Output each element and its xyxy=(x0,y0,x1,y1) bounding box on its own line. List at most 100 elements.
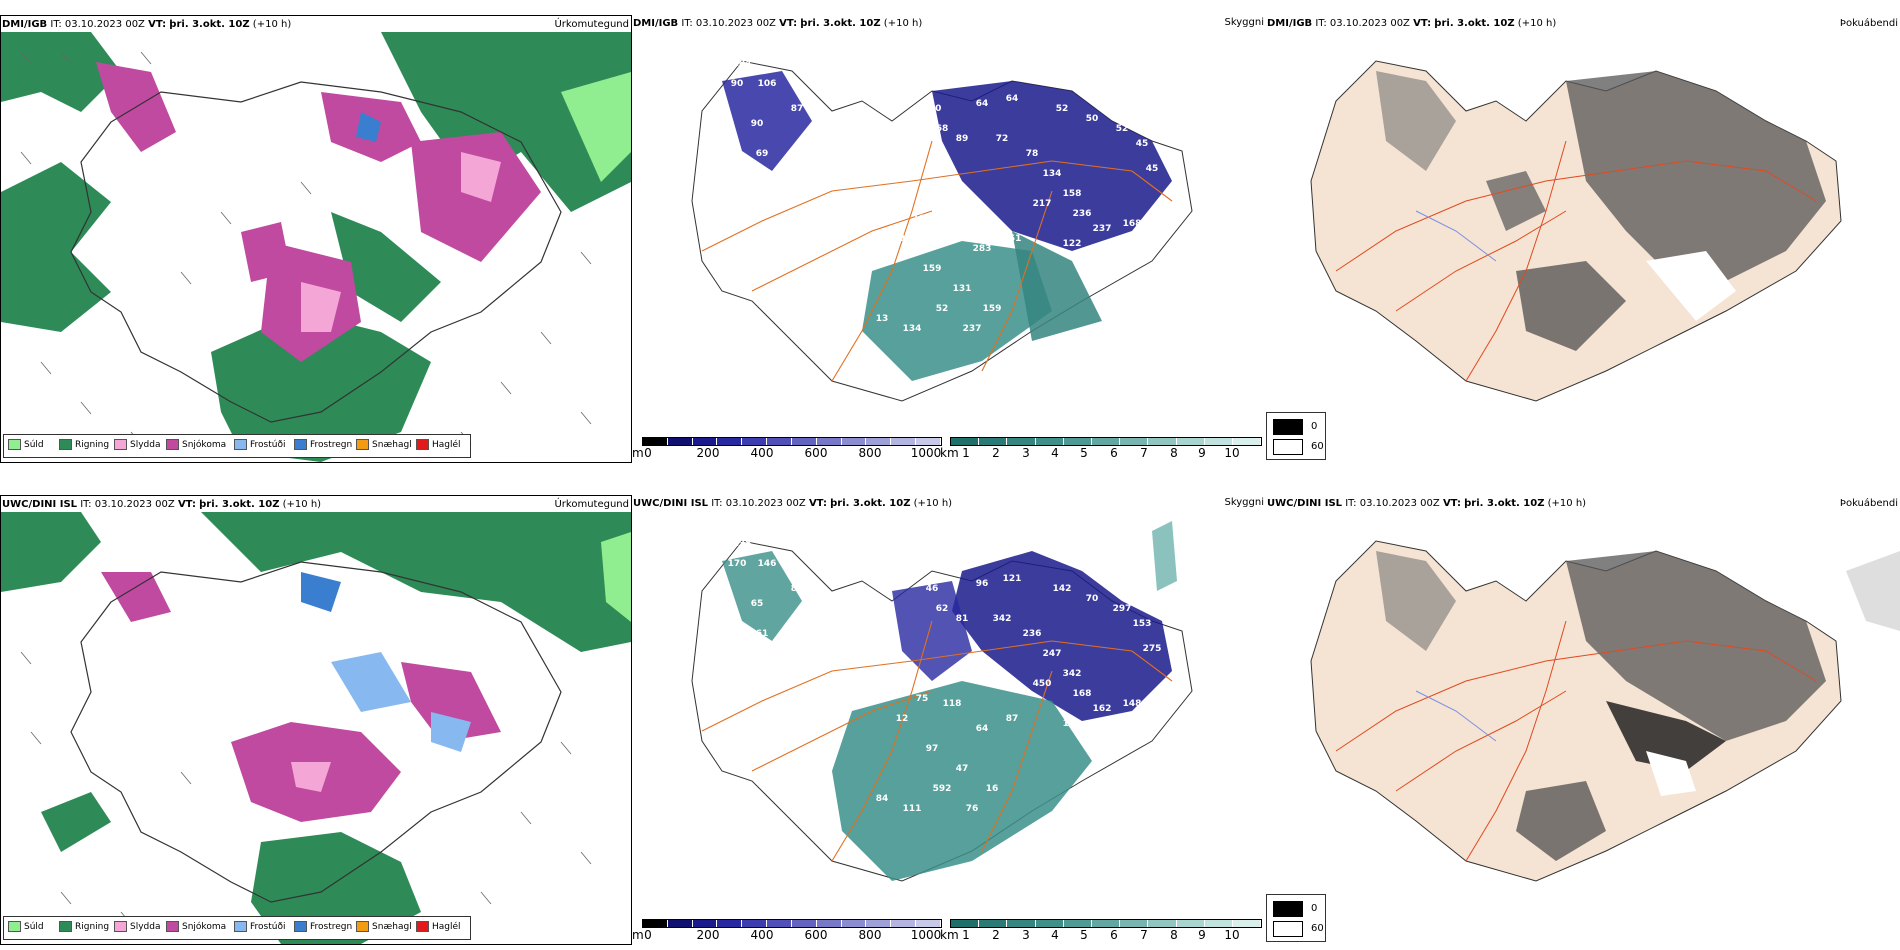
legend-swatch xyxy=(8,439,21,450)
precip-type-panel-1: DMI/IGB IT: 03.10.2023 00Z VT: þri. 3.ok… xyxy=(0,15,632,463)
fog-panel-1: DMI/IGB IT: 03.10.2023 00Z VT: þri. 3.ok… xyxy=(1266,15,1900,463)
visibility-value-label: 247 xyxy=(1043,649,1062,659)
visibility-value-label: 84 xyxy=(876,794,889,804)
visibility-value-label: 81 xyxy=(956,614,969,624)
visibility-value-label: 64 xyxy=(1006,94,1019,104)
visibility-value-label: 41 xyxy=(786,649,799,659)
panel-title: Úrkomutegund xyxy=(554,499,629,510)
visibility-value-label: 121 xyxy=(1003,574,1022,584)
visibility-value-label: 158 xyxy=(1063,189,1082,199)
visibility-value-label: 52 xyxy=(1116,124,1129,134)
visibility-value-label: 64 xyxy=(976,99,989,109)
visibility-value-label: 148 xyxy=(1123,699,1142,709)
vis-colorbar-m: m 0 200 400 600 800 1000 xyxy=(632,919,942,945)
visibility-value-label: 64 xyxy=(976,724,989,734)
visibility-value-label: 16 xyxy=(986,784,999,794)
visibility-value-label: 13 xyxy=(876,314,889,324)
panel-title: Þokuábendi xyxy=(1839,498,1898,509)
visibility-map: 138 170 146 82 65 61 41 44 45 39 46 62 81 96 121 142 70 2… xyxy=(691,521,1193,882)
visibility-value-label: 159 xyxy=(983,304,1002,314)
visibility-value-label: 237 xyxy=(963,324,982,334)
visibility-value-label: 47 xyxy=(956,764,969,774)
visibility-value-label: 342 xyxy=(1063,669,1082,679)
legend-item: Rigning xyxy=(59,921,109,933)
fog-map xyxy=(1310,60,1842,402)
legend-item: Súld xyxy=(8,439,44,451)
visibility-value-label: 112 xyxy=(783,169,802,179)
visibility-value-label: 97 xyxy=(926,744,939,754)
visibility-value-label: 90 xyxy=(731,79,744,89)
vis-colorbar-km: km 1 2 3 4 5 6 7 8 9 10 xyxy=(940,437,1266,463)
visibility-labels: 138 170 146 82 65 61 41 44 45 39 46 62 81 96 121 142 70 2… xyxy=(696,539,1162,814)
panel-title: Úrkomutegund xyxy=(554,19,629,30)
precip-type-map xyxy=(1,32,631,462)
visibility-value-label: 78 xyxy=(1026,149,1039,159)
legend-item: Súld xyxy=(8,921,44,933)
visibility-value-label: 82 xyxy=(791,584,804,594)
visibility-value-label: 110 xyxy=(923,104,942,114)
legend-item: Snjókoma xyxy=(166,921,226,933)
visibility-value-label: 70 xyxy=(1086,594,1099,604)
visibility-value-label: 184 xyxy=(733,59,752,69)
visibility-value-label: 170 xyxy=(728,559,747,569)
visibility-value-label: 251 xyxy=(1003,234,1022,244)
visibility-value-label: 165 xyxy=(693,199,712,209)
visibility-value-label: 45 xyxy=(1136,139,1149,149)
visibility-value-label: 152 xyxy=(743,184,762,194)
visibility-value-label: 87 xyxy=(791,104,804,114)
vis-colorbar-m: m 0 200 400 600 800 1000 xyxy=(632,437,942,463)
visibility-value-label: 146 xyxy=(758,559,777,569)
visibility-value-label: 72 xyxy=(996,134,1009,144)
visibility-value-label: 45 xyxy=(696,679,709,689)
legend-item: Slydda xyxy=(114,921,160,933)
visibility-value-label: 68 xyxy=(936,124,949,134)
legend-item: Rigning xyxy=(59,439,109,451)
visibility-value-label: 283 xyxy=(973,244,992,254)
fog-legend: 0 60 xyxy=(1266,894,1326,942)
vis-colorbar-km: km 1 2 3 4 5 6 7 8 9 10 xyxy=(940,919,1266,945)
panel-header: DMI/IGB IT: 03.10.2023 00Z VT: þri. 3.ok… xyxy=(1267,18,1898,29)
valid-time: þri. 3.okt. 10Z xyxy=(169,19,250,30)
visibility-value-label: 162 xyxy=(1093,704,1112,714)
visibility-value-label: 96 xyxy=(976,579,989,589)
visibility-value-label: 450 xyxy=(1033,679,1052,689)
legend-item: Snæhagl xyxy=(356,921,412,933)
legend-item: Frostregn xyxy=(294,921,352,933)
precip-legend: Súld Rigning Slydda Snjókoma Frostúði Fr… xyxy=(3,434,471,458)
visibility-value-label: 134 xyxy=(903,324,922,334)
legend-item: Slydda xyxy=(114,439,160,451)
visibility-panel-2: UWC/DINI ISL IT: 03.10.2023 00Z VT: þri.… xyxy=(632,495,1266,945)
panel-header: UWC/DINI ISL IT: 03.10.2023 00Z VT: þri.… xyxy=(1267,498,1898,509)
legend-item: Frostúði xyxy=(234,921,285,933)
visibility-value-label: 39 xyxy=(726,679,739,689)
legend-item: Snjókoma xyxy=(166,439,226,451)
visibility-value-label: 50 xyxy=(1086,114,1099,124)
visibility-value-label: 65 xyxy=(751,599,764,609)
visibility-value-label: 236 xyxy=(1023,629,1042,639)
visibility-value-label: 118 xyxy=(943,699,962,709)
panel-header: DMI/IGB IT: 03.10.2023 00Z VT: þri. 3.ok… xyxy=(2,19,629,30)
visibility-value-label: 122 xyxy=(723,199,742,209)
visibility-value-label: 111 xyxy=(903,804,922,814)
visibility-value-label: 52 xyxy=(936,304,949,314)
visibility-value-label: 89 xyxy=(956,134,969,144)
visibility-value-label: 101 xyxy=(943,219,962,229)
fog-panel-2: UWC/DINI ISL IT: 03.10.2023 00Z VT: þri.… xyxy=(1266,495,1900,945)
panel-header: UWC/DINI ISL IT: 03.10.2023 00Z VT: þri.… xyxy=(2,499,629,510)
visibility-value-label: 168 xyxy=(1123,219,1142,229)
visibility-value-label: 236 xyxy=(1073,209,1092,219)
legend-item: Haglél xyxy=(416,439,461,451)
visibility-value-label: 237 xyxy=(1093,224,1112,234)
legend-item: Frostregn xyxy=(294,439,352,451)
model-name: UWC/DINI ISL xyxy=(2,499,78,510)
legend-item: Frostúði xyxy=(234,439,285,451)
visibility-value-label: 131 xyxy=(953,284,972,294)
visibility-value-label: 76 xyxy=(966,804,979,814)
visibility-value-label: 45 xyxy=(1146,164,1159,174)
visibility-value-label: 69 xyxy=(756,149,769,159)
visibility-value-label: 62 xyxy=(936,604,949,614)
visibility-value-label: 138 xyxy=(733,539,752,549)
visibility-value-label: 153 xyxy=(1133,619,1152,629)
visibility-value-label: 297 xyxy=(1113,604,1132,614)
visibility-value-label: 592 xyxy=(933,784,952,794)
